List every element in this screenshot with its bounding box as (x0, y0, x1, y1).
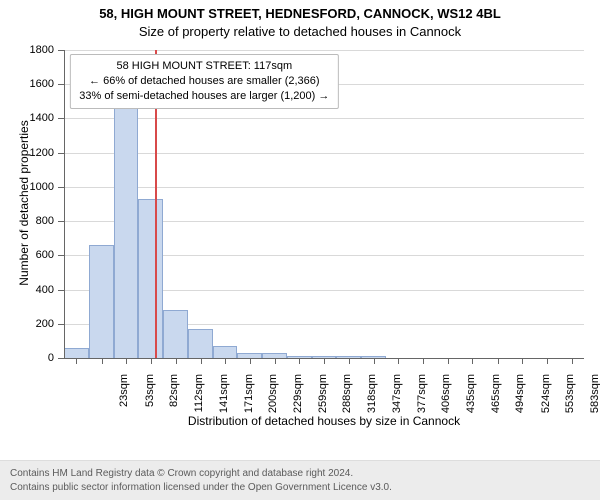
x-tick-label: 82sqm (168, 374, 180, 418)
x-tick-label: 583sqm (589, 374, 600, 418)
x-tick-label: 112sqm (193, 374, 205, 418)
page-subtitle: Size of property relative to detached ho… (0, 24, 600, 39)
chart-wrap: 58 HIGH MOUNT STREET: 117sqm ← 66% of de… (0, 44, 600, 440)
x-tick-label: 494sqm (514, 374, 526, 418)
y-tick-label: 200 (0, 318, 54, 330)
y-tick-label: 800 (0, 215, 54, 227)
histogram-bar (188, 329, 213, 358)
x-tick-label: 259sqm (317, 374, 329, 418)
histogram-bar (213, 346, 238, 358)
y-tick-label: 0 (0, 352, 54, 364)
histogram-bar (114, 108, 139, 358)
histogram-bar (163, 310, 188, 358)
histogram-bar (89, 245, 114, 358)
y-tick-label: 1200 (0, 147, 54, 159)
page-title: 58, HIGH MOUNT STREET, HEDNESFORD, CANNO… (0, 6, 600, 21)
annotation-line-2: ← 66% of detached houses are smaller (2,… (79, 74, 329, 89)
footer-line-2: Contains public sector information licen… (10, 481, 590, 495)
x-tick-label: 524sqm (540, 374, 552, 418)
annotation-box: 58 HIGH MOUNT STREET: 117sqm ← 66% of de… (70, 54, 338, 109)
y-axis-line (64, 50, 65, 358)
x-tick-label: 53sqm (144, 374, 156, 418)
x-tick-label: 377sqm (416, 374, 428, 418)
attribution-footer: Contains HM Land Registry data © Crown c… (0, 460, 600, 500)
annotation-line-1: 58 HIGH MOUNT STREET: 117sqm (79, 59, 329, 74)
y-tick-label: 600 (0, 249, 54, 261)
x-tick-label: 288sqm (341, 374, 353, 418)
x-tick-label: 141sqm (218, 374, 230, 418)
histogram-bar (138, 199, 163, 358)
annotation-line-3: 33% of semi-detached houses are larger (… (79, 89, 329, 104)
x-tick-label: 318sqm (366, 374, 378, 418)
x-tick-label: 171sqm (243, 374, 255, 418)
x-tick-label: 347sqm (391, 374, 403, 418)
x-axis-line (64, 358, 584, 359)
x-tick-label: 465sqm (490, 374, 502, 418)
x-tick-label: 229sqm (292, 374, 304, 418)
y-tick-label: 1000 (0, 181, 54, 193)
y-axis-title: Number of detached properties (17, 103, 31, 303)
y-tick-label: 1400 (0, 112, 54, 124)
y-tick-label: 400 (0, 284, 54, 296)
x-tick-label: 406sqm (440, 374, 452, 418)
y-tick-label: 1600 (0, 78, 54, 90)
x-tick-label: 200sqm (267, 374, 279, 418)
x-tick-label: 553sqm (564, 374, 576, 418)
histogram-bar (64, 348, 89, 358)
x-tick-label: 23sqm (118, 374, 130, 418)
footer-line-1: Contains HM Land Registry data © Crown c… (10, 467, 590, 481)
y-tick-label: 1800 (0, 44, 54, 56)
x-tick-label: 435sqm (465, 374, 477, 418)
chart-container: 58, HIGH MOUNT STREET, HEDNESFORD, CANNO… (0, 0, 600, 500)
